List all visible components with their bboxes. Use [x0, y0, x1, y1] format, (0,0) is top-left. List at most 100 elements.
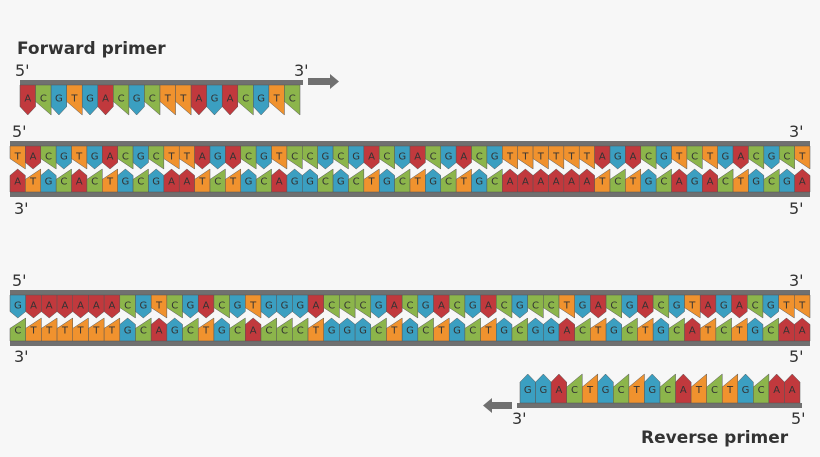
base-letter: A — [102, 94, 109, 105]
base — [732, 145, 749, 170]
base — [640, 168, 657, 193]
base — [66, 84, 83, 116]
end-label: 5' — [12, 271, 27, 290]
arrow — [483, 398, 512, 413]
base-letter: C — [337, 151, 344, 162]
end-label: 3' — [789, 122, 804, 141]
base-letter: G — [539, 385, 547, 396]
base-letter: C — [322, 177, 329, 188]
base-letter: T — [367, 177, 375, 188]
backbone — [10, 290, 810, 295]
base — [9, 168, 26, 193]
base-letter: T — [521, 151, 529, 162]
base — [563, 145, 580, 170]
base-letter: T — [312, 326, 320, 337]
base-letter: A — [276, 177, 283, 188]
base — [271, 168, 288, 193]
base — [590, 317, 607, 342]
base — [702, 168, 718, 193]
end-label: 3' — [14, 199, 29, 218]
base — [386, 294, 403, 319]
base-letter: C — [171, 300, 178, 311]
base-letter: T — [706, 151, 714, 162]
base-letter: C — [476, 151, 483, 162]
base — [409, 145, 426, 170]
base-letter: T — [249, 300, 257, 311]
base-letter: G — [767, 300, 775, 311]
base — [175, 84, 192, 116]
base — [148, 168, 165, 193]
base — [225, 168, 242, 193]
base-letter: G — [491, 151, 499, 162]
base — [753, 373, 770, 404]
base-letter: T — [75, 151, 83, 162]
base — [721, 373, 739, 404]
base-letter: A — [522, 177, 529, 188]
base — [763, 168, 780, 193]
base-letter: G — [139, 300, 147, 311]
end-label: 5' — [791, 409, 806, 428]
base — [307, 294, 324, 319]
base — [401, 317, 419, 342]
base-letter: G — [626, 300, 634, 311]
base-letter: C — [124, 300, 131, 311]
base — [401, 294, 419, 319]
base — [339, 294, 356, 319]
base — [394, 145, 411, 170]
base-letter: G — [86, 94, 94, 105]
base-letter: T — [735, 326, 743, 337]
base — [628, 373, 645, 404]
backbone — [517, 403, 802, 408]
base-letter: G — [187, 300, 195, 311]
base-letter: T — [563, 300, 571, 311]
base-letter: C — [359, 300, 366, 311]
base-letter: T — [273, 94, 281, 105]
base-letter: C — [353, 177, 360, 188]
base — [655, 168, 672, 193]
base — [763, 145, 780, 170]
end-label: 5' — [789, 199, 804, 218]
base — [144, 84, 161, 116]
base — [286, 168, 303, 193]
base — [440, 168, 457, 193]
base-letter: A — [707, 177, 714, 188]
base — [794, 317, 811, 342]
base — [135, 294, 152, 319]
base — [532, 145, 549, 170]
base — [652, 317, 670, 342]
base — [578, 168, 595, 193]
base-letter: G — [751, 326, 759, 337]
base-letter: C — [758, 385, 765, 396]
base — [425, 168, 442, 193]
base — [409, 168, 426, 193]
base — [182, 317, 199, 342]
base — [150, 294, 168, 319]
base-letter: T — [167, 151, 175, 162]
base — [245, 317, 262, 342]
base-letter: G — [218, 326, 226, 337]
base-letter: G — [648, 385, 656, 396]
base — [135, 317, 152, 342]
base — [637, 317, 654, 342]
base-letter: G — [579, 300, 587, 311]
base-letter: C — [722, 177, 729, 188]
base-letter: G — [429, 177, 437, 188]
base — [339, 317, 356, 342]
base — [35, 84, 52, 116]
base-letter: T — [202, 326, 210, 337]
base-letter: G — [55, 94, 63, 105]
base-letter: T — [29, 326, 37, 337]
base — [535, 373, 552, 404]
base-letter: C — [60, 177, 67, 188]
base-letter: G — [614, 151, 622, 162]
base — [103, 294, 121, 319]
base-letter: T — [586, 385, 594, 396]
base-letter: C — [40, 94, 47, 105]
base — [464, 317, 481, 342]
base — [548, 145, 565, 170]
base — [527, 294, 544, 319]
base — [166, 317, 183, 342]
base — [731, 317, 748, 342]
end-label: 3' — [294, 61, 309, 80]
base — [348, 168, 365, 193]
